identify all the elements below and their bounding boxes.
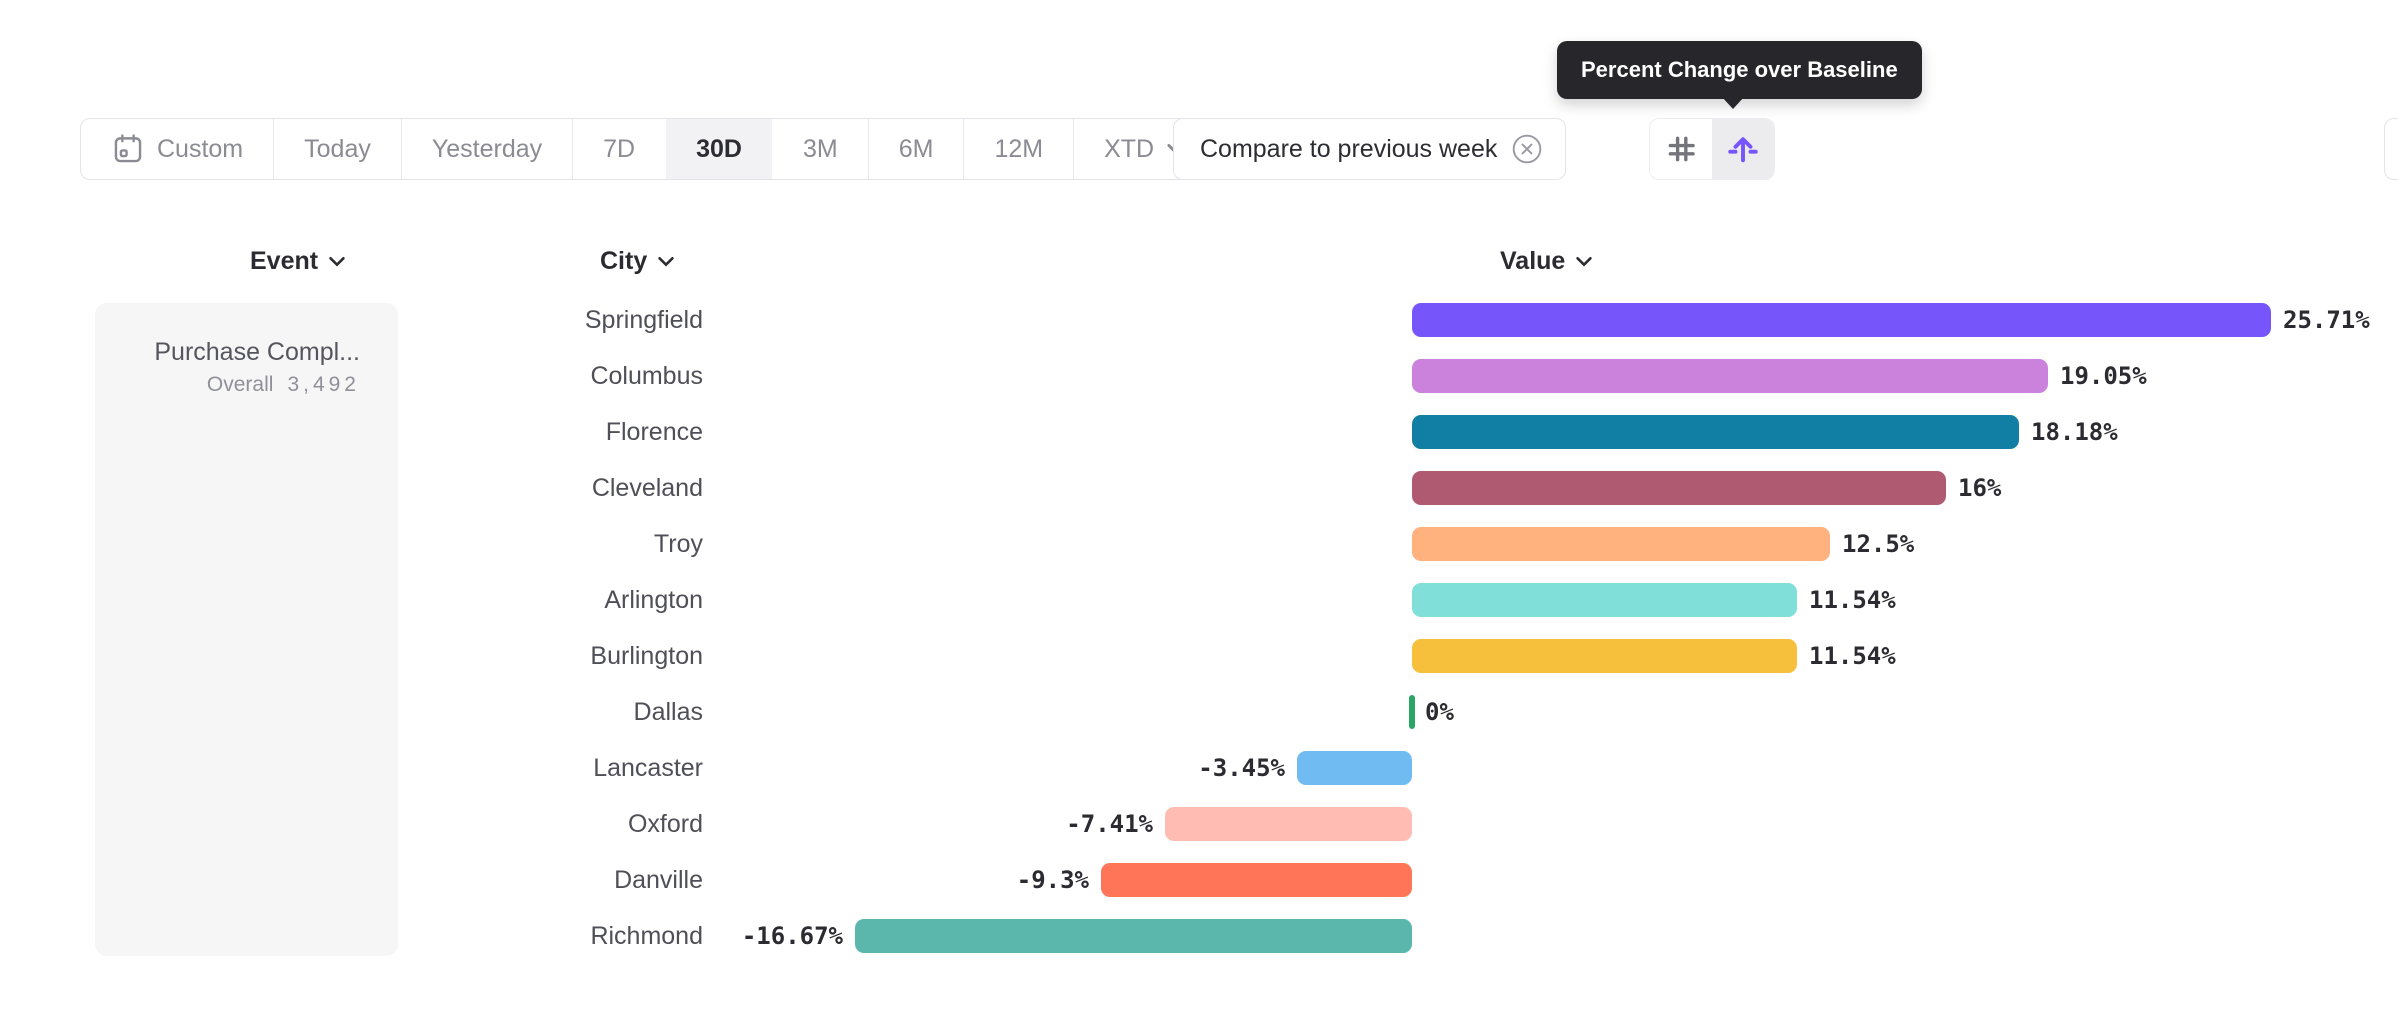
bar-value-label: 0%	[1425, 698, 1454, 726]
chevron-down-icon	[657, 256, 675, 267]
date-range-toolbar: Custom Today Yesterday 7D 30D 3M 6M 12M …	[80, 118, 1218, 180]
bar[interactable]	[1297, 751, 1412, 785]
event-card[interactable]: Purchase Compl... Overall 3,492	[95, 303, 398, 956]
bar-value-label: 18.18%	[2031, 418, 2118, 446]
bar[interactable]	[1412, 583, 1797, 617]
hash-icon	[1664, 132, 1698, 166]
bar-value-label: 19.05%	[2060, 362, 2147, 390]
city-label: Springfield	[584, 306, 703, 334]
event-metric: Overall 3,492	[154, 373, 360, 397]
compare-chip-label: Compare to previous week	[1200, 134, 1498, 163]
bar[interactable]	[1101, 863, 1412, 897]
column-header-city[interactable]: City	[600, 247, 675, 276]
date-range-yesterday-label: Yesterday	[431, 134, 543, 163]
tooltip-text: Percent Change over Baseline	[1581, 57, 1898, 82]
city-label: Florence	[605, 418, 703, 446]
event-title: Purchase Compl...	[154, 338, 360, 366]
bar-value-label: -9.3%	[1016, 866, 1089, 894]
city-label: Burlington	[590, 642, 703, 670]
date-range-xtd-label: XTD	[1104, 134, 1155, 163]
tooltip-caret	[1722, 97, 1744, 109]
bar[interactable]	[1412, 415, 2019, 449]
bar-value-label: -3.45%	[1198, 754, 1285, 782]
value-header-label: Value	[1500, 247, 1566, 275]
column-header-event[interactable]: Event	[250, 247, 346, 276]
chevron-down-icon	[1575, 256, 1593, 267]
date-range-3m-button[interactable]: 3M	[773, 119, 868, 179]
display-mode-toggle	[1649, 118, 1775, 180]
bar[interactable]	[1165, 807, 1412, 841]
bar[interactable]	[1412, 359, 2048, 393]
date-range-today-button[interactable]: Today	[274, 119, 401, 179]
percent-change-baseline-icon	[1725, 131, 1761, 167]
date-range-yesterday-button[interactable]: Yesterday	[402, 119, 572, 179]
bar-value-label: -16.67%	[741, 922, 843, 950]
city-label: Cleveland	[591, 474, 703, 502]
date-range-today-label: Today	[304, 134, 371, 163]
event-metric-value: 3,492	[287, 373, 360, 396]
bar-value-label: -7.41%	[1066, 810, 1153, 838]
chevron-down-icon	[328, 256, 346, 267]
bar[interactable]	[1412, 303, 2271, 337]
compare-to-previous-week-chip[interactable]: Compare to previous week	[1173, 118, 1567, 180]
city-label: Lancaster	[593, 754, 703, 782]
bar-value-label: 16%	[1958, 474, 2002, 502]
toolbar-divider	[963, 119, 965, 179]
toolbar-divider	[400, 119, 402, 179]
toolbar-divider	[273, 119, 275, 179]
city-label: Danville	[614, 866, 703, 894]
bar-value-label: 12.5%	[1842, 530, 1915, 558]
bar-value-label: 11.54%	[1809, 586, 1896, 614]
toolbar-divider	[867, 119, 869, 179]
toolbar-divider	[572, 119, 574, 179]
date-range-xtd-button[interactable]: XTD	[1074, 119, 1216, 179]
date-range-custom-button[interactable]: Custom	[81, 119, 273, 179]
percent-change-mode-button[interactable]	[1712, 119, 1774, 179]
city-label: Arlington	[604, 586, 703, 614]
event-metric-label: Overall	[206, 373, 274, 396]
event-header-label: Event	[250, 247, 319, 275]
date-range-3m-label: 3M	[802, 134, 838, 163]
city-label: Troy	[653, 530, 703, 558]
city-label: Richmond	[590, 922, 703, 950]
toolbar-divider	[1073, 119, 1075, 179]
date-range-12m-button[interactable]: 12M	[964, 119, 1073, 179]
bar[interactable]	[1412, 471, 1946, 505]
date-range-7d-label: 7D	[603, 134, 636, 163]
tooltip: Percent Change over Baseline	[1557, 41, 1922, 109]
edge-partial-button[interactable]	[2384, 118, 2398, 180]
date-range-7d-button[interactable]: 7D	[573, 119, 665, 179]
date-range-6m-label: 6M	[898, 134, 934, 163]
date-range-30d-label: 30D	[696, 134, 742, 163]
bar[interactable]	[1412, 527, 1830, 561]
date-range-custom-label: Custom	[157, 134, 244, 163]
column-header-value[interactable]: Value	[1500, 247, 1593, 276]
bar[interactable]	[1412, 639, 1797, 673]
city-label: Oxford	[627, 810, 703, 838]
calendar-icon	[111, 132, 145, 166]
numbers-mode-button[interactable]	[1650, 119, 1712, 179]
city-label: Dallas	[633, 698, 703, 726]
city-header-label: City	[600, 247, 648, 275]
bar[interactable]	[855, 919, 1412, 953]
bar-value-label: 25.71%	[2283, 306, 2370, 334]
date-range-12m-label: 12M	[994, 134, 1044, 163]
event-card-content: Purchase Compl... Overall 3,492	[154, 335, 360, 397]
bar[interactable]	[1409, 695, 1415, 729]
remove-comparison-icon[interactable]	[1511, 133, 1543, 165]
date-range-6m-button[interactable]: 6M	[869, 119, 964, 179]
city-label: Columbus	[590, 362, 703, 390]
date-range-30d-button[interactable]: 30D	[666, 119, 772, 179]
bar-value-label: 11.54%	[1809, 642, 1896, 670]
